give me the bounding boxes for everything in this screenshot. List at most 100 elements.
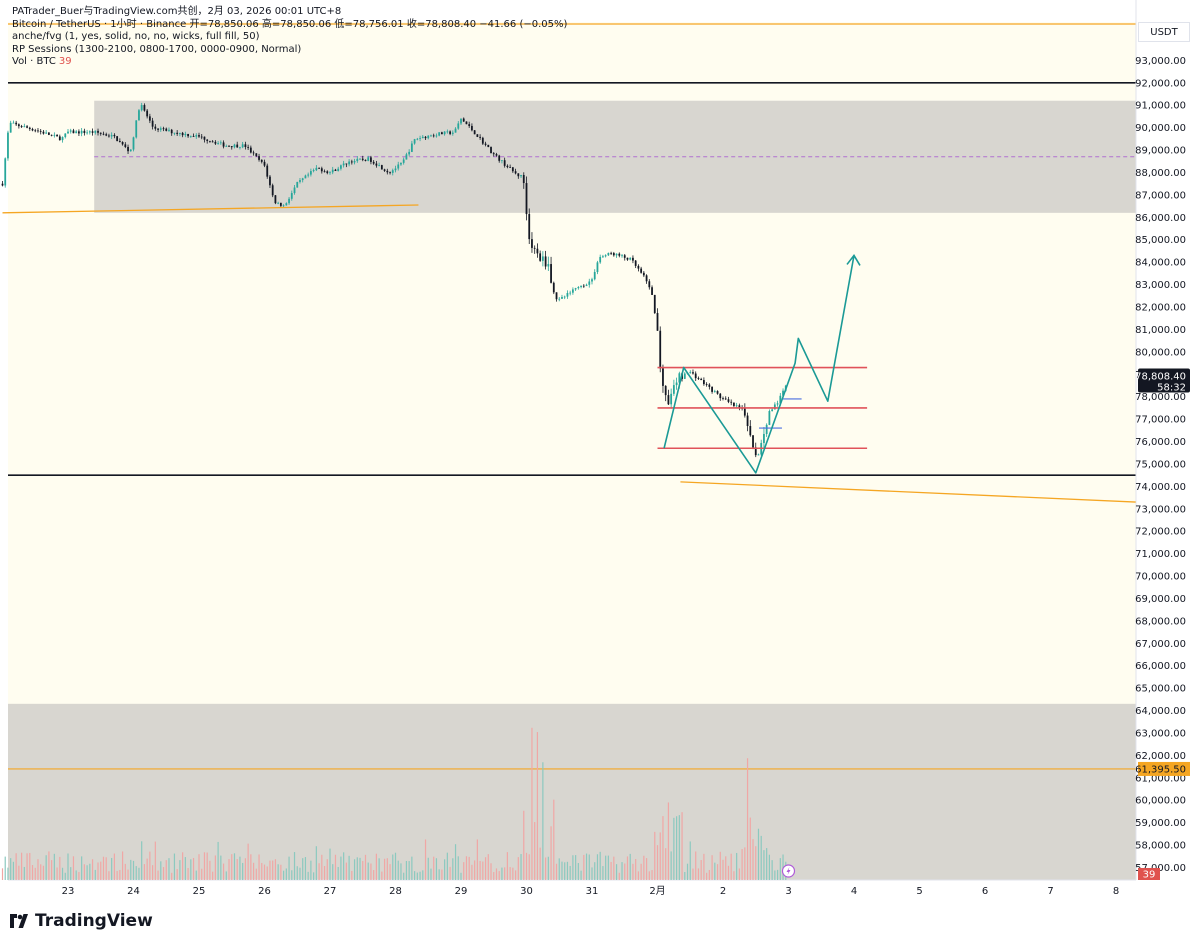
candle-body xyxy=(228,145,230,147)
volume-bar xyxy=(678,815,680,880)
candle-body xyxy=(132,137,135,150)
volume-bar xyxy=(225,871,227,880)
candle-body xyxy=(296,181,299,188)
price-tick-label: 73,000.00 xyxy=(1135,504,1186,515)
candle-body xyxy=(460,118,462,124)
candle-body xyxy=(75,131,78,134)
time-tick-label: 5 xyxy=(916,886,922,897)
candle-body xyxy=(15,122,18,125)
candle-body xyxy=(558,298,561,300)
volume-bar xyxy=(353,859,356,880)
volume-bar xyxy=(438,869,440,880)
volume-bar xyxy=(132,860,135,880)
volume-bar xyxy=(730,853,732,880)
candle-body xyxy=(372,161,375,164)
candle-body xyxy=(446,131,449,133)
indicator-fvg[interactable]: anche/fvg (1, yes, solid, no, no, wicks,… xyxy=(12,31,260,42)
volume-bar xyxy=(212,871,214,880)
volume-bar xyxy=(157,870,159,880)
volume-bar xyxy=(386,858,388,880)
volume-bar xyxy=(168,858,170,880)
candle-body xyxy=(116,136,119,142)
volume-bar xyxy=(662,816,664,880)
time-tick-label: 28 xyxy=(389,886,402,897)
price-tick-label: 82,000.00 xyxy=(1135,303,1186,314)
time-tick-label: 2 xyxy=(720,886,726,897)
indicator-volume[interactable]: Vol · BTC 39 xyxy=(12,56,567,69)
volume-bar xyxy=(569,865,571,880)
volume-bar xyxy=(626,856,629,880)
candle-body xyxy=(99,132,102,134)
indicator-sessions[interactable]: RP Sessions (1300-2100, 0800-1700, 0000-… xyxy=(12,43,302,55)
candle-body xyxy=(702,380,705,385)
candle-body xyxy=(222,142,225,147)
candle-body xyxy=(157,128,159,130)
volume-bar xyxy=(744,847,746,880)
candle-body xyxy=(206,139,209,141)
volume-bar xyxy=(681,812,683,880)
price-tick-label: 64,000.00 xyxy=(1135,706,1186,717)
volume-bar xyxy=(113,853,115,880)
candle-body xyxy=(282,205,285,207)
volume-bar xyxy=(755,846,757,880)
candle-body xyxy=(143,105,146,111)
candle-body xyxy=(694,373,697,379)
volume-bar xyxy=(697,868,700,880)
volume-bar xyxy=(484,857,487,880)
candle-body xyxy=(539,253,542,261)
candle-body xyxy=(233,144,236,148)
volume-bar xyxy=(42,865,45,880)
volume-bar xyxy=(291,870,293,880)
candle-body xyxy=(61,137,64,141)
candle-body xyxy=(370,157,372,162)
volume-bar xyxy=(654,831,656,880)
candle-body xyxy=(621,255,623,257)
candle-body xyxy=(383,169,386,171)
candle-body xyxy=(683,373,686,379)
currency-unit-button[interactable]: USDT xyxy=(1138,22,1190,42)
candle-body xyxy=(771,409,774,412)
candle-body xyxy=(697,378,700,379)
time-tick-label: 8 xyxy=(1113,886,1119,897)
volume-bar xyxy=(214,855,216,880)
volume-bar xyxy=(738,868,740,880)
volume-bar xyxy=(640,863,642,880)
candle-body xyxy=(309,171,312,175)
candle-body xyxy=(241,144,244,148)
symbol-line[interactable]: Bitcoin / TetherUS · 1小时 · Binance 开=78,… xyxy=(12,18,568,30)
candle-body xyxy=(83,130,86,134)
volume-bar xyxy=(190,859,192,880)
candle-body xyxy=(28,127,31,129)
candle-body xyxy=(260,159,263,162)
volume-bar xyxy=(523,810,525,880)
volume-bar xyxy=(310,860,312,880)
volume-bar xyxy=(91,859,94,880)
candle-body xyxy=(517,173,520,177)
candle-body xyxy=(550,264,552,283)
candle-body xyxy=(389,172,391,174)
price-tick-label: 61,000.00 xyxy=(1135,773,1186,784)
candle-body xyxy=(724,398,727,400)
candle-body xyxy=(531,239,533,248)
candle-body xyxy=(405,154,408,160)
volume-bar xyxy=(435,858,438,880)
volume-bar xyxy=(296,866,298,880)
candle-body xyxy=(440,132,443,135)
tradingview-logo-icon xyxy=(10,914,28,928)
candle-body xyxy=(607,252,610,256)
volume-bar xyxy=(86,865,88,880)
volume-bar xyxy=(433,856,435,880)
volume-bar xyxy=(83,864,85,880)
volume-bar xyxy=(340,856,342,880)
volume-bar xyxy=(452,858,454,880)
candle-body xyxy=(495,154,498,156)
candle-body xyxy=(525,183,528,215)
candle-body xyxy=(779,395,782,404)
volume-bar xyxy=(550,826,552,880)
candle-body xyxy=(230,146,233,148)
footer-brand[interactable]: TradingView xyxy=(8,908,153,934)
volume-bar xyxy=(173,853,176,880)
volume-bar xyxy=(203,852,206,880)
candle-body xyxy=(692,372,694,374)
